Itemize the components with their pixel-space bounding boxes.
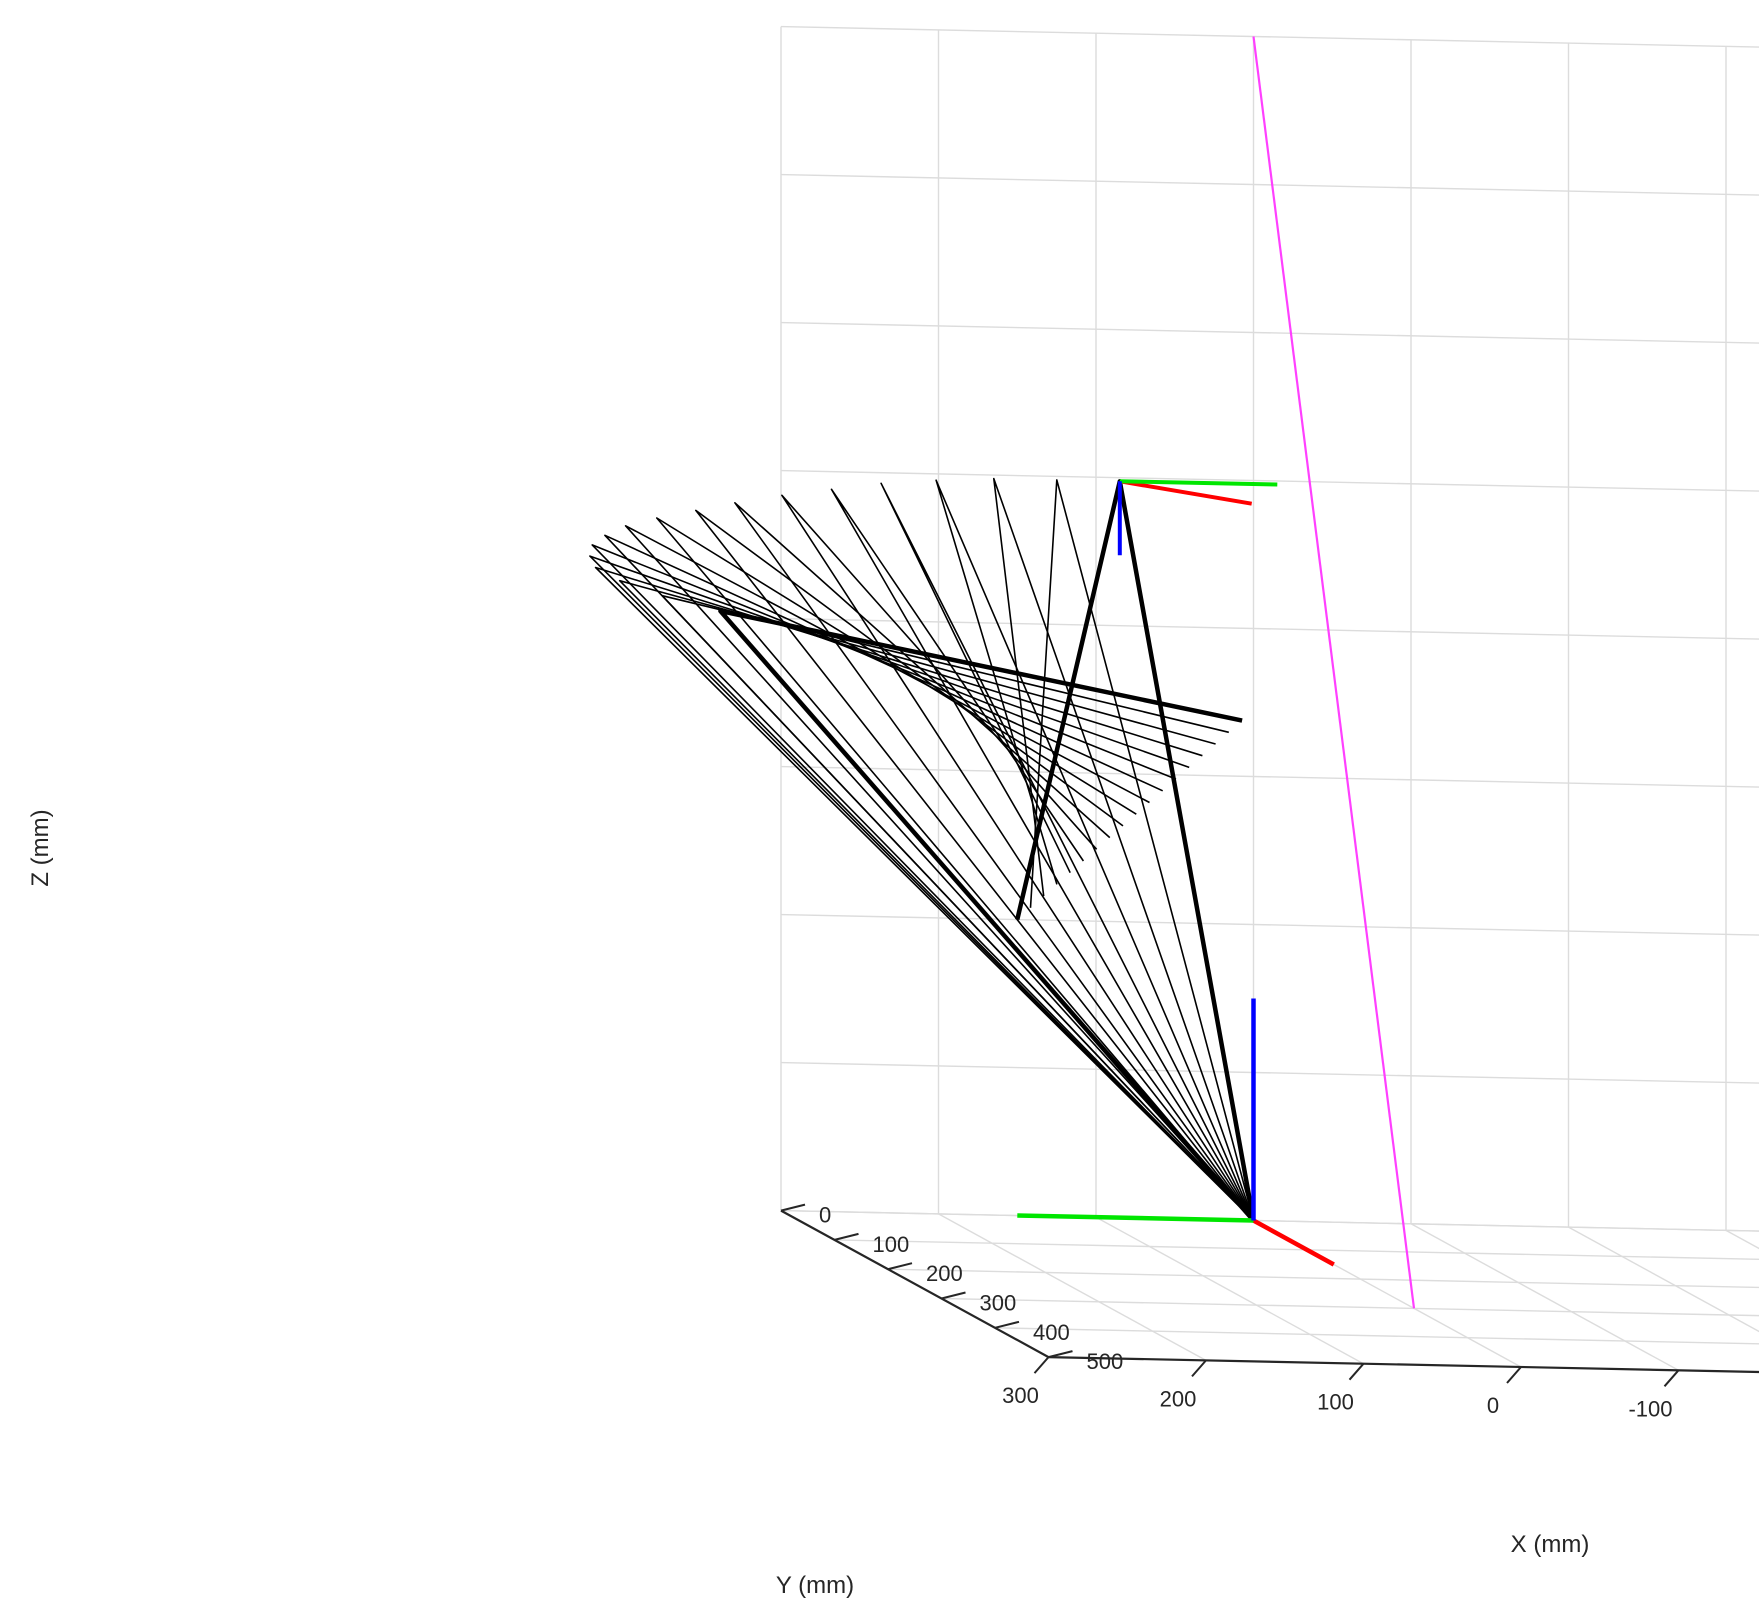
arm-pose-17 xyxy=(661,594,1255,1222)
y-tick-label: 100 xyxy=(1317,1390,1354,1415)
grid-line xyxy=(780,173,1759,196)
base-frame-y-axis xyxy=(1017,1213,1254,1223)
x-axis-line xyxy=(780,1209,1050,1359)
arm-pose-1 xyxy=(1015,479,1256,1221)
arm-poses xyxy=(589,477,1256,1222)
arm-pose-4 xyxy=(935,479,1255,1221)
arm-pose-3 xyxy=(992,477,1255,1221)
y-tick-label: 0 xyxy=(1487,1393,1499,1418)
grid-line xyxy=(780,617,1759,640)
arm-pose-2 xyxy=(1029,479,1255,1221)
path-line xyxy=(1252,36,1416,1309)
y-tick xyxy=(1663,1369,1680,1387)
grid-line xyxy=(1095,1216,1364,1365)
arm-pose-5 xyxy=(880,482,1255,1221)
grid-line xyxy=(938,1213,1207,1362)
y-tick-label: -100 xyxy=(1628,1396,1672,1421)
x-tick xyxy=(994,1320,1020,1329)
arm-pose-6 xyxy=(830,488,1255,1221)
arm-pose-11 xyxy=(624,524,1255,1222)
grid-line xyxy=(1410,1223,1679,1371)
y-tick xyxy=(1191,1359,1207,1378)
x-tick-label: 100 xyxy=(873,1232,910,1257)
arm-pose-18 xyxy=(718,608,1256,1222)
grid-line xyxy=(887,1268,1759,1289)
grid-line xyxy=(780,913,1759,936)
base-frame-x-axis xyxy=(1252,1218,1335,1267)
grid-line xyxy=(780,765,1759,788)
grid-line xyxy=(780,25,1759,48)
grid-line xyxy=(780,1061,1759,1084)
x-tick-label: 500 xyxy=(1087,1349,1124,1374)
grid-line xyxy=(780,1209,1759,1232)
y-tick xyxy=(1033,1356,1050,1374)
grid-line xyxy=(1568,1226,1759,1333)
x-tick xyxy=(834,1232,859,1241)
x-tick-label: 0 xyxy=(819,1203,831,1228)
arm-pose-13 xyxy=(591,544,1255,1222)
y-axis-label: Y (mm) xyxy=(776,1572,854,1599)
arm-pose-15 xyxy=(594,566,1255,1222)
arm-pose-10 xyxy=(655,517,1255,1222)
arm-pose-8 xyxy=(734,501,1255,1221)
tool-frame-x-axis xyxy=(1119,479,1253,506)
x-tick-label: 200 xyxy=(926,1261,963,1286)
grid xyxy=(780,25,1759,1373)
grid-line xyxy=(780,321,1759,344)
arm-pose-14 xyxy=(589,555,1255,1222)
y-tick-label: 200 xyxy=(1160,1386,1197,1411)
y-axis-line xyxy=(1048,1356,1759,1374)
arm-pose-7 xyxy=(781,494,1255,1221)
x-tick xyxy=(887,1262,913,1271)
y-tick xyxy=(1506,1366,1522,1384)
tool-frame-y-axis xyxy=(1119,479,1278,487)
x-axis-label: X (mm) xyxy=(1511,1531,1590,1558)
arm-pose-9 xyxy=(694,509,1255,1221)
grid-line xyxy=(1725,1229,1759,1250)
grid-line xyxy=(780,469,1759,492)
grid-line xyxy=(780,1209,1759,1232)
y-tick-label: 300 xyxy=(1002,1383,1039,1408)
axes xyxy=(780,1209,1759,1374)
arm-pose-16 xyxy=(618,579,1255,1222)
coordinate-frames xyxy=(1017,36,1416,1309)
y-tick xyxy=(1348,1363,1365,1381)
tick-labels: 0100200300400500600700800-500-400-300-20… xyxy=(780,1203,1680,1421)
x-tick-label: 400 xyxy=(1033,1320,1070,1345)
x-tick xyxy=(780,1203,806,1212)
x-tick xyxy=(1048,1350,1073,1359)
x-tick-label: 300 xyxy=(980,1291,1017,1316)
x-tick xyxy=(941,1291,966,1300)
z-axis-label: Z (mm) xyxy=(27,809,54,886)
